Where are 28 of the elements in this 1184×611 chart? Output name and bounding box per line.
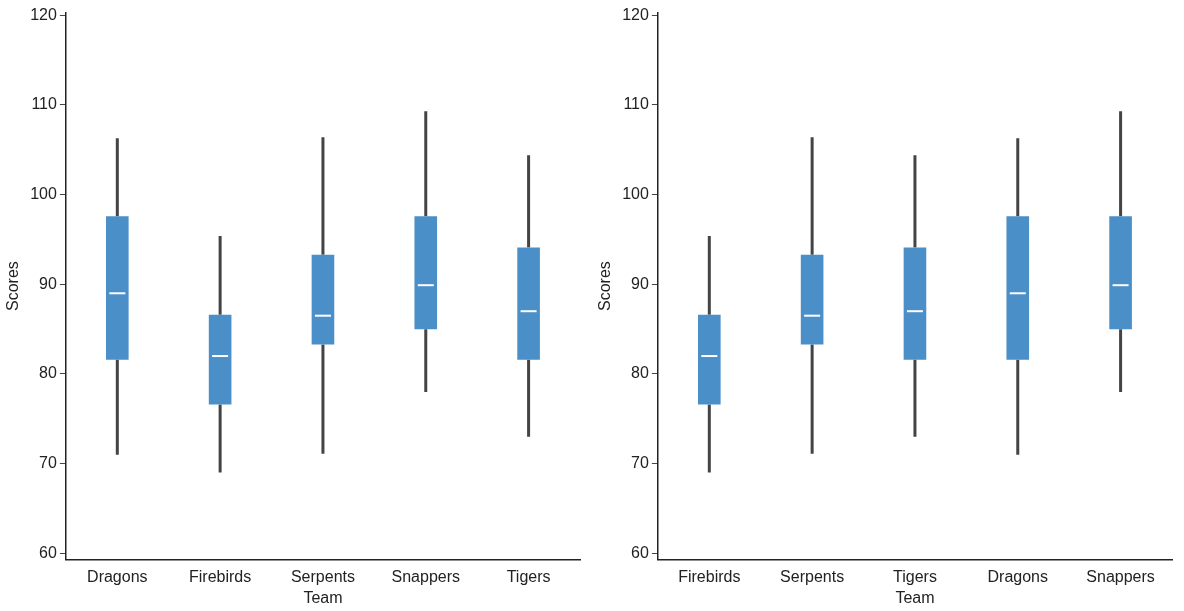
x-tick-label: Dragons (987, 567, 1049, 585)
y-axis-title: Scores (4, 261, 22, 311)
x-tick-label: Snappers (391, 567, 461, 585)
x-axis-title: Team (303, 588, 343, 606)
y-tick-label: 110 (31, 95, 57, 113)
x-tick-label: Dragons (87, 567, 148, 585)
y-tick-label: 60 (39, 543, 57, 561)
x-axis-title: Team (895, 588, 935, 606)
y-tick-label: 70 (39, 454, 57, 472)
y-tick-label: 90 (631, 274, 649, 292)
x-tick-label: Tigers (893, 567, 937, 585)
y-tick-label: 80 (631, 364, 649, 382)
y-tick-label: 70 (631, 454, 649, 472)
y-axis-title: Scores (596, 261, 614, 311)
y-tick-label: 80 (39, 364, 57, 382)
y-tick-label: 120 (622, 5, 649, 23)
y-tick-label: 90 (39, 274, 57, 292)
x-tick-label: Snappers (1086, 567, 1155, 585)
y-tick-label: 120 (30, 5, 57, 23)
y-tick-label: 100 (622, 185, 649, 203)
y-tick-label: 110 (623, 95, 649, 113)
y-tick-label: 100 (30, 185, 57, 203)
x-tick-label: Firebirds (189, 567, 252, 585)
x-tick-label: Serpents (780, 567, 845, 585)
y-tick-label: 60 (631, 543, 649, 561)
x-tick-label: Tigers (506, 567, 551, 585)
x-tick-label: Firebirds (678, 567, 741, 585)
x-tick-label: Serpents (290, 567, 355, 585)
